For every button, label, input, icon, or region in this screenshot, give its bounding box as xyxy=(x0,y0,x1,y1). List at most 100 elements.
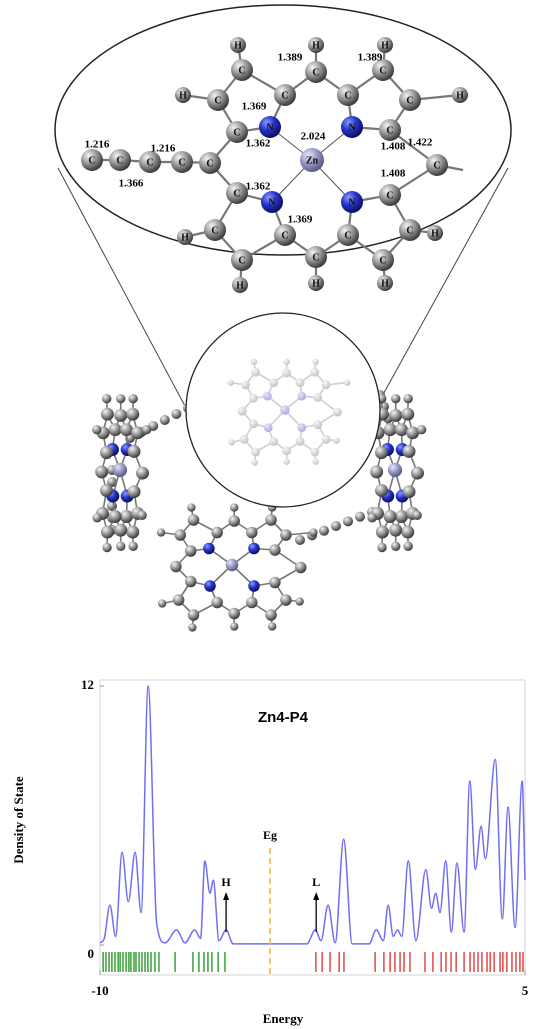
atom xyxy=(199,152,221,174)
atom xyxy=(107,477,117,487)
atom xyxy=(95,465,109,479)
atom xyxy=(383,510,397,523)
atom xyxy=(402,485,416,499)
atom xyxy=(230,37,246,53)
atom xyxy=(185,545,197,557)
atom xyxy=(116,541,126,551)
atom xyxy=(377,542,387,553)
atom xyxy=(370,465,384,479)
atom xyxy=(426,154,448,176)
atom-label: H xyxy=(179,90,187,101)
annotation-label: H xyxy=(221,875,231,889)
atom xyxy=(100,483,113,497)
atom xyxy=(319,525,329,536)
atom xyxy=(295,437,305,446)
atom xyxy=(297,423,307,433)
atom xyxy=(171,409,182,419)
zoom-line xyxy=(379,167,509,401)
atom xyxy=(355,511,365,522)
atom-label: N xyxy=(268,197,276,208)
atom xyxy=(177,229,193,245)
atom-label: H xyxy=(381,278,389,289)
atom xyxy=(343,516,353,527)
atom xyxy=(127,444,141,458)
chart-title: Zn4-P4 xyxy=(258,709,309,726)
atom xyxy=(231,59,253,81)
atom xyxy=(297,391,307,401)
arrow-head xyxy=(313,892,320,900)
atom-label: C xyxy=(379,65,386,76)
atom xyxy=(211,596,223,609)
atom xyxy=(333,407,342,417)
atom xyxy=(263,423,273,433)
atom-label: C xyxy=(214,95,221,106)
atom xyxy=(401,407,415,421)
y-tick-label: 12 xyxy=(81,677,94,692)
atom xyxy=(395,423,408,437)
atom xyxy=(321,380,331,390)
atom xyxy=(136,466,149,480)
atom xyxy=(283,358,290,365)
atom xyxy=(341,191,363,213)
atom-label: C xyxy=(211,225,218,236)
atom xyxy=(259,116,281,138)
dos-chart: Zn4-P4 Energy Density of State 0 12 -10 5 H L… xyxy=(11,677,529,1026)
atom xyxy=(249,419,258,429)
atom xyxy=(331,521,341,531)
atom xyxy=(267,622,277,631)
atom xyxy=(114,408,128,422)
atom xyxy=(280,529,292,541)
atom-label: C xyxy=(238,255,245,266)
atom xyxy=(239,435,249,444)
atom xyxy=(230,503,239,512)
atom-label: C xyxy=(386,125,393,136)
atom-label: N xyxy=(348,122,356,133)
atom-label: Zn xyxy=(306,155,319,166)
atom xyxy=(312,358,319,365)
atom-label: H xyxy=(312,40,320,51)
atom xyxy=(108,510,122,523)
atom xyxy=(389,523,403,537)
atom xyxy=(402,444,416,458)
atom-label: N xyxy=(348,197,356,208)
atom xyxy=(372,249,394,271)
atom xyxy=(406,426,420,440)
atom xyxy=(282,446,292,456)
bond-length: 1.366 xyxy=(119,178,144,190)
atom-label: H xyxy=(456,90,464,101)
atom xyxy=(175,87,191,103)
atom xyxy=(274,84,296,106)
atom xyxy=(389,408,403,422)
atom xyxy=(305,246,327,268)
atom xyxy=(127,485,141,499)
atom xyxy=(412,510,422,520)
atom xyxy=(188,623,197,632)
bond-length: 1.369 xyxy=(242,101,267,113)
atom-label: C xyxy=(312,67,319,78)
atom xyxy=(174,529,187,541)
y-axis-label: Density of State xyxy=(11,776,26,864)
bond-length: 2.024 xyxy=(301,131,326,143)
atom xyxy=(300,148,324,172)
atom xyxy=(367,513,377,523)
atom xyxy=(128,541,138,551)
atom xyxy=(159,415,170,425)
atom xyxy=(416,424,427,435)
arrow-head xyxy=(223,892,230,900)
zoom-ellipse xyxy=(54,4,512,256)
atom-label: C xyxy=(146,157,153,168)
atom xyxy=(185,575,197,588)
atom xyxy=(230,622,239,631)
atom xyxy=(313,420,323,430)
atom xyxy=(427,225,443,241)
zoom-molecule: Zn N N N N C C C C C C C C C C C C C C C C C C C C C C C C H H H H H H H H H H… xyxy=(81,37,468,293)
atom xyxy=(343,379,351,386)
atom-label: C xyxy=(344,90,351,101)
bond-length: 1.408 xyxy=(381,168,406,180)
atom xyxy=(237,406,247,416)
bond-length: 1.362 xyxy=(246,181,271,193)
gap-label: Eg xyxy=(263,828,277,842)
atom xyxy=(187,514,200,526)
atom-label: C xyxy=(379,255,386,266)
atom xyxy=(399,219,421,241)
